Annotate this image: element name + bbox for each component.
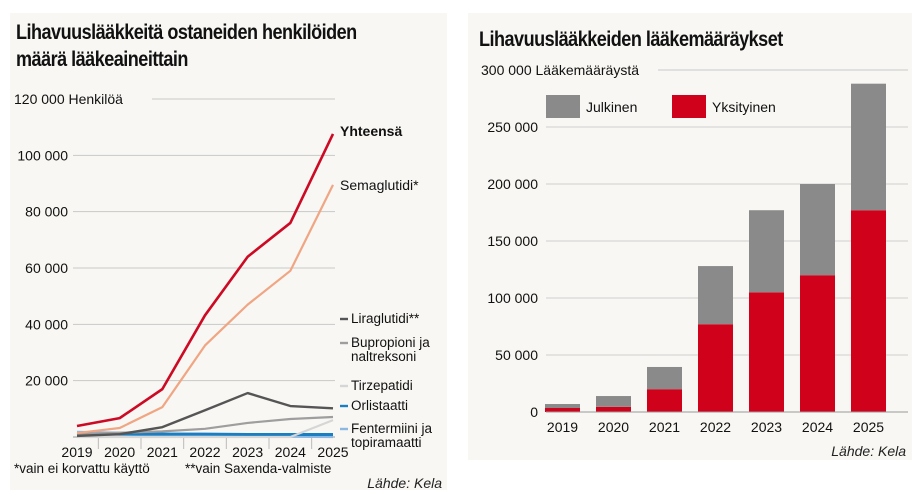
bar-julkinen-2023 <box>749 210 784 293</box>
x-tick-label: 2020 <box>598 419 629 435</box>
right-chart-card: Lihavuuslääkkeiden lääkemääräykset 0 50 0… <box>468 13 912 460</box>
footnote-1: *vain ei korvattu käyttö <box>14 461 150 476</box>
legend-label-line-2: naltreksoni <box>351 349 416 364</box>
y-tick-label: 100 000 <box>17 147 68 163</box>
y-tick-label: 100 000 <box>487 290 538 306</box>
y-tick-label: 20 000 <box>25 373 68 389</box>
series-line-bupropioni-ja-naltreksoni <box>76 415 334 436</box>
y-tick-label: 80 000 <box>25 204 68 220</box>
y-axis-title-label: 300 000 Lääkemääräystä <box>481 62 639 78</box>
bar-yksityinen-2021 <box>647 389 682 412</box>
x-tick-label: 2025 <box>853 419 884 435</box>
x-tick-label: 2024 <box>275 444 306 460</box>
series-line-semaglutidi- <box>76 184 334 435</box>
series-line-yhteensä <box>76 133 335 428</box>
bar-yksityinen-2019 <box>545 408 580 412</box>
y-tick-label: 40 000 <box>25 316 68 332</box>
x-tick-label: 2021 <box>649 419 680 435</box>
footnote-2: **vain Saxenda-valmiste <box>185 461 331 476</box>
bar-yksityinen-2025 <box>851 210 886 412</box>
legend-label-line-2: topiramaatti <box>351 435 422 450</box>
y-tick-label: 250 000 <box>487 119 538 135</box>
source-label: Lähde: Kela <box>831 443 906 459</box>
x-tick-label: 2021 <box>147 444 178 460</box>
bar-yksityinen-2024 <box>800 275 835 412</box>
bar-yksityinen-2022 <box>698 324 733 412</box>
source-label: Lähde: Kela <box>367 475 442 491</box>
bar-julkinen-2024 <box>800 184 835 276</box>
x-tick-label: 2019 <box>61 444 92 460</box>
legend-label: Orlistaatti <box>351 398 408 413</box>
legend-label: Tirzepatidi <box>351 378 413 393</box>
y-tick-label: 60 000 <box>25 260 68 276</box>
left-chart-card: Lihavuuslääkkeitä ostaneiden henkilöiden… <box>10 13 447 491</box>
x-tick-label: 2020 <box>104 444 135 460</box>
bar-julkinen-2022 <box>698 266 733 325</box>
y-tick-label: 150 000 <box>487 233 538 249</box>
series-line-tirzepatidi <box>77 419 334 439</box>
legend-swatch-yksityinen <box>672 95 706 118</box>
legend-label: Liraglutidi** <box>351 311 420 326</box>
legend-label-julkinen: Julkinen <box>586 99 637 115</box>
x-tick-label: 2024 <box>802 419 833 435</box>
line-chart: 20 000 40 000 60 000 80 000 100 000 120 000 H… <box>14 91 442 491</box>
x-tick-label: 2023 <box>232 444 263 460</box>
left-chart-title-line-1: Lihavuuslääkkeitä ostaneiden henkilöiden <box>16 21 357 44</box>
bar-julkinen-2025 <box>851 83 886 211</box>
x-tick-label: 2023 <box>751 419 782 435</box>
x-tick-label: 2022 <box>700 419 731 435</box>
y-tick-label: 200 000 <box>487 176 538 192</box>
y-tick-label: 0 <box>530 404 538 420</box>
legend-label-semaglutidi: Semaglutidi* <box>340 177 419 193</box>
y-axis-title-label: 120 000 Henkilöä <box>14 91 123 107</box>
series-line-liraglutidi- <box>76 391 334 438</box>
y-tick-label: 50 000 <box>495 347 538 363</box>
x-tick-label: 2022 <box>189 444 220 460</box>
bar-julkinen-2020 <box>596 396 631 407</box>
legend-label-yhteensa: Yhteensä <box>340 123 402 139</box>
left-chart-title-line-2: määrä lääkeaineittain <box>16 48 188 71</box>
legend-swatch-julkinen <box>546 95 580 118</box>
bar-yksityinen-2023 <box>749 292 784 412</box>
x-tick-label: 2019 <box>547 419 578 435</box>
legend-label-yksityinen: Yksityinen <box>712 99 776 115</box>
legend-label: Fentermiini ja <box>351 421 433 436</box>
bar-julkinen-2021 <box>647 366 682 390</box>
x-tick-label: 2025 <box>317 444 348 460</box>
bar-yksityinen-2020 <box>596 406 631 412</box>
bar-julkinen-2019 <box>545 404 580 409</box>
stacked-bar-chart: 0 50 000 100 000 150 000 200 000 250 000 300 0… <box>481 62 908 459</box>
right-chart-title: Lihavuuslääkkeiden lääkemääräykset <box>479 28 783 51</box>
legend-label: Bupropioni ja <box>351 335 430 350</box>
